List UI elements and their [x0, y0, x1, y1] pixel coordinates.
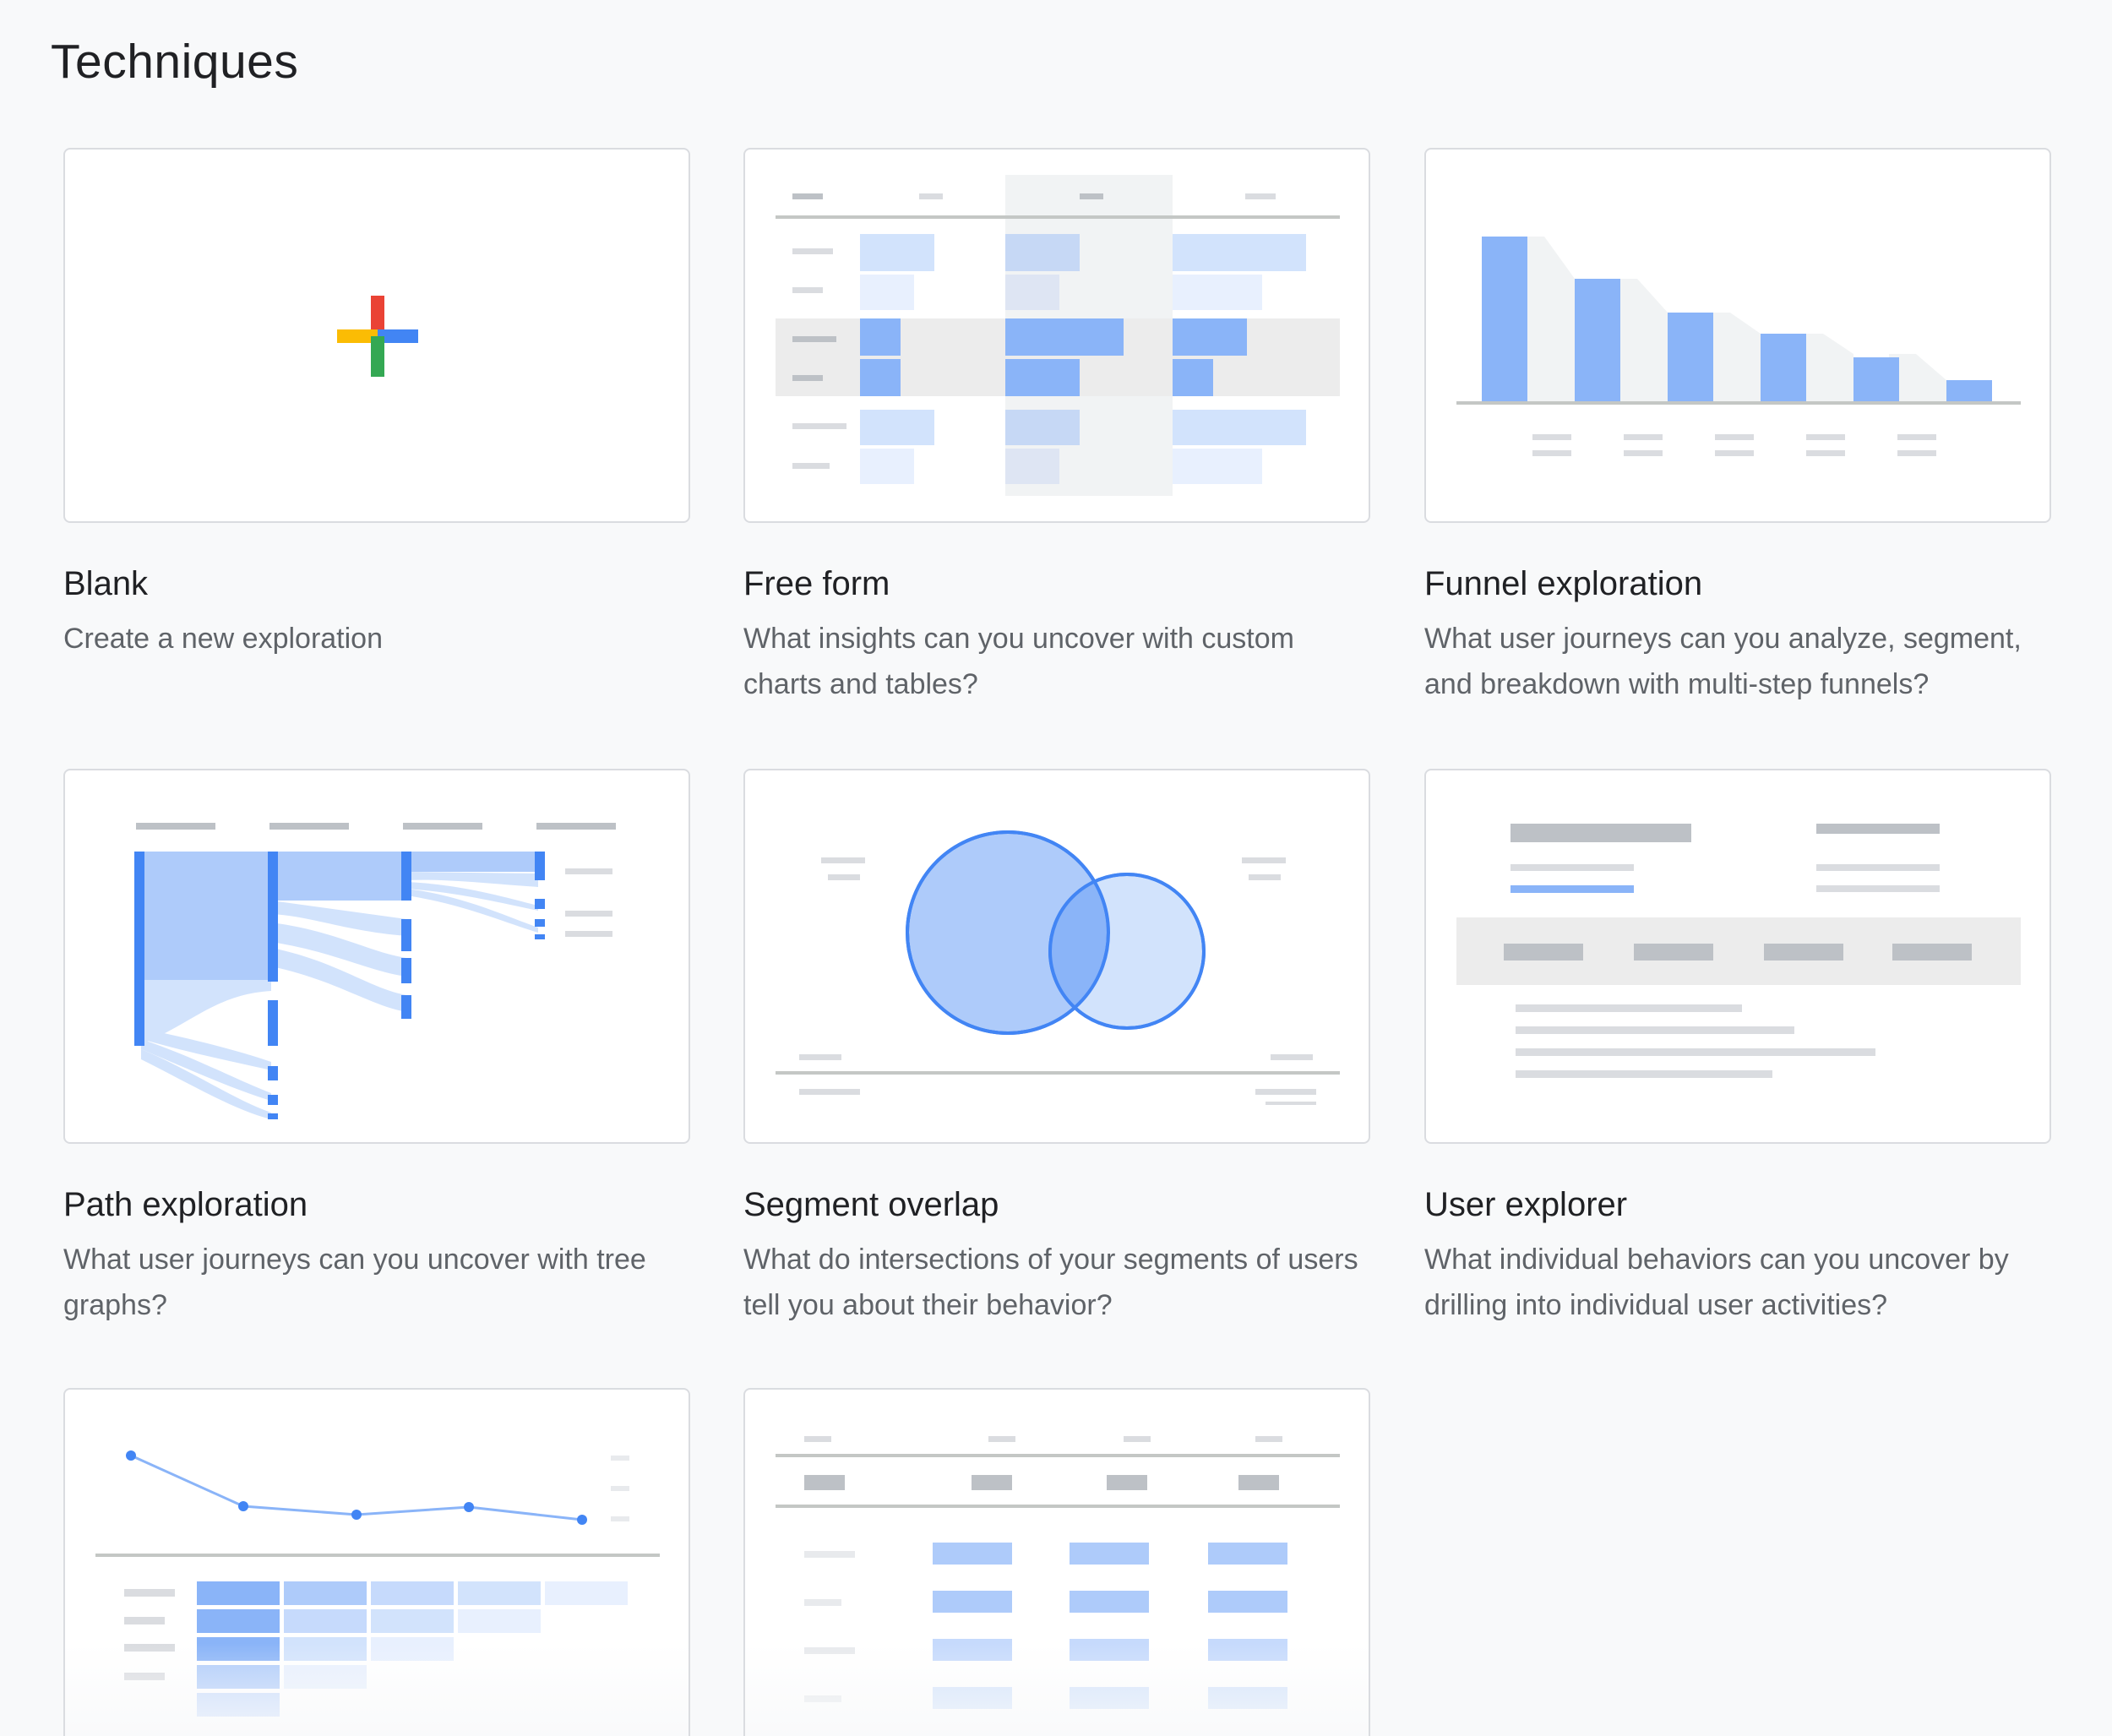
card-title: Segment overlap [743, 1186, 999, 1223]
page-title: Techniques [51, 35, 299, 89]
path-thumbnail[interactable] [63, 769, 690, 1144]
card-description: What user journeys can you uncover with … [63, 1243, 646, 1321]
card-description: What user journeys can you analyze, segm… [1424, 623, 2022, 700]
card-title: User explorer [1424, 1186, 1628, 1223]
card-description: What do intersections of your segments o… [743, 1243, 1358, 1321]
technique-card-lifetime[interactable] [743, 1388, 1370, 1736]
technique-card-user-explorer[interactable]: User explorer What individual behaviors … [1424, 769, 2051, 1328]
user-explorer-thumbnail[interactable] [1424, 769, 2051, 1144]
user-explorer-illustration [1456, 824, 2021, 1078]
cohort-thumbnail[interactable] [63, 1388, 690, 1736]
lifetime-thumbnail[interactable] [743, 1388, 1370, 1736]
technique-card-funnel-exploration[interactable]: Funnel exploration What user journeys ca… [1424, 148, 2051, 707]
funnel-thumbnail[interactable] [1424, 148, 2051, 523]
plus-icon [337, 296, 418, 377]
technique-card-path-exploration[interactable]: Path exploration What user journeys can … [63, 769, 690, 1328]
free-form-illustration [776, 175, 1340, 496]
card-title: Funnel exploration [1424, 565, 1703, 602]
venn-illustration [776, 830, 1340, 1105]
path-illustration [134, 823, 616, 1119]
card-title: Free form [743, 565, 890, 602]
free-form-thumbnail[interactable] [743, 148, 1370, 523]
lifetime-illustration [776, 1436, 1340, 1709]
technique-card-blank[interactable]: Blank Create a new exploration [63, 148, 690, 661]
technique-card-free-form[interactable]: Free form What insights can you uncover … [743, 148, 1370, 707]
segment-overlap-thumbnail[interactable] [743, 769, 1370, 1144]
card-title: Path exploration [63, 1186, 308, 1223]
funnel-illustration [1456, 237, 2021, 456]
card-description: Create a new exploration [63, 623, 384, 655]
card-description: What individual behaviors can you uncove… [1424, 1243, 2009, 1321]
card-description: What insights can you uncover with custo… [743, 623, 1294, 700]
technique-card-segment-overlap[interactable]: Segment overlap What do intersections of… [743, 769, 1370, 1328]
card-title: Blank [63, 565, 149, 602]
blank-thumbnail[interactable] [63, 148, 690, 523]
cohort-illustration [95, 1450, 660, 1717]
technique-card-cohort[interactable] [63, 1388, 690, 1736]
